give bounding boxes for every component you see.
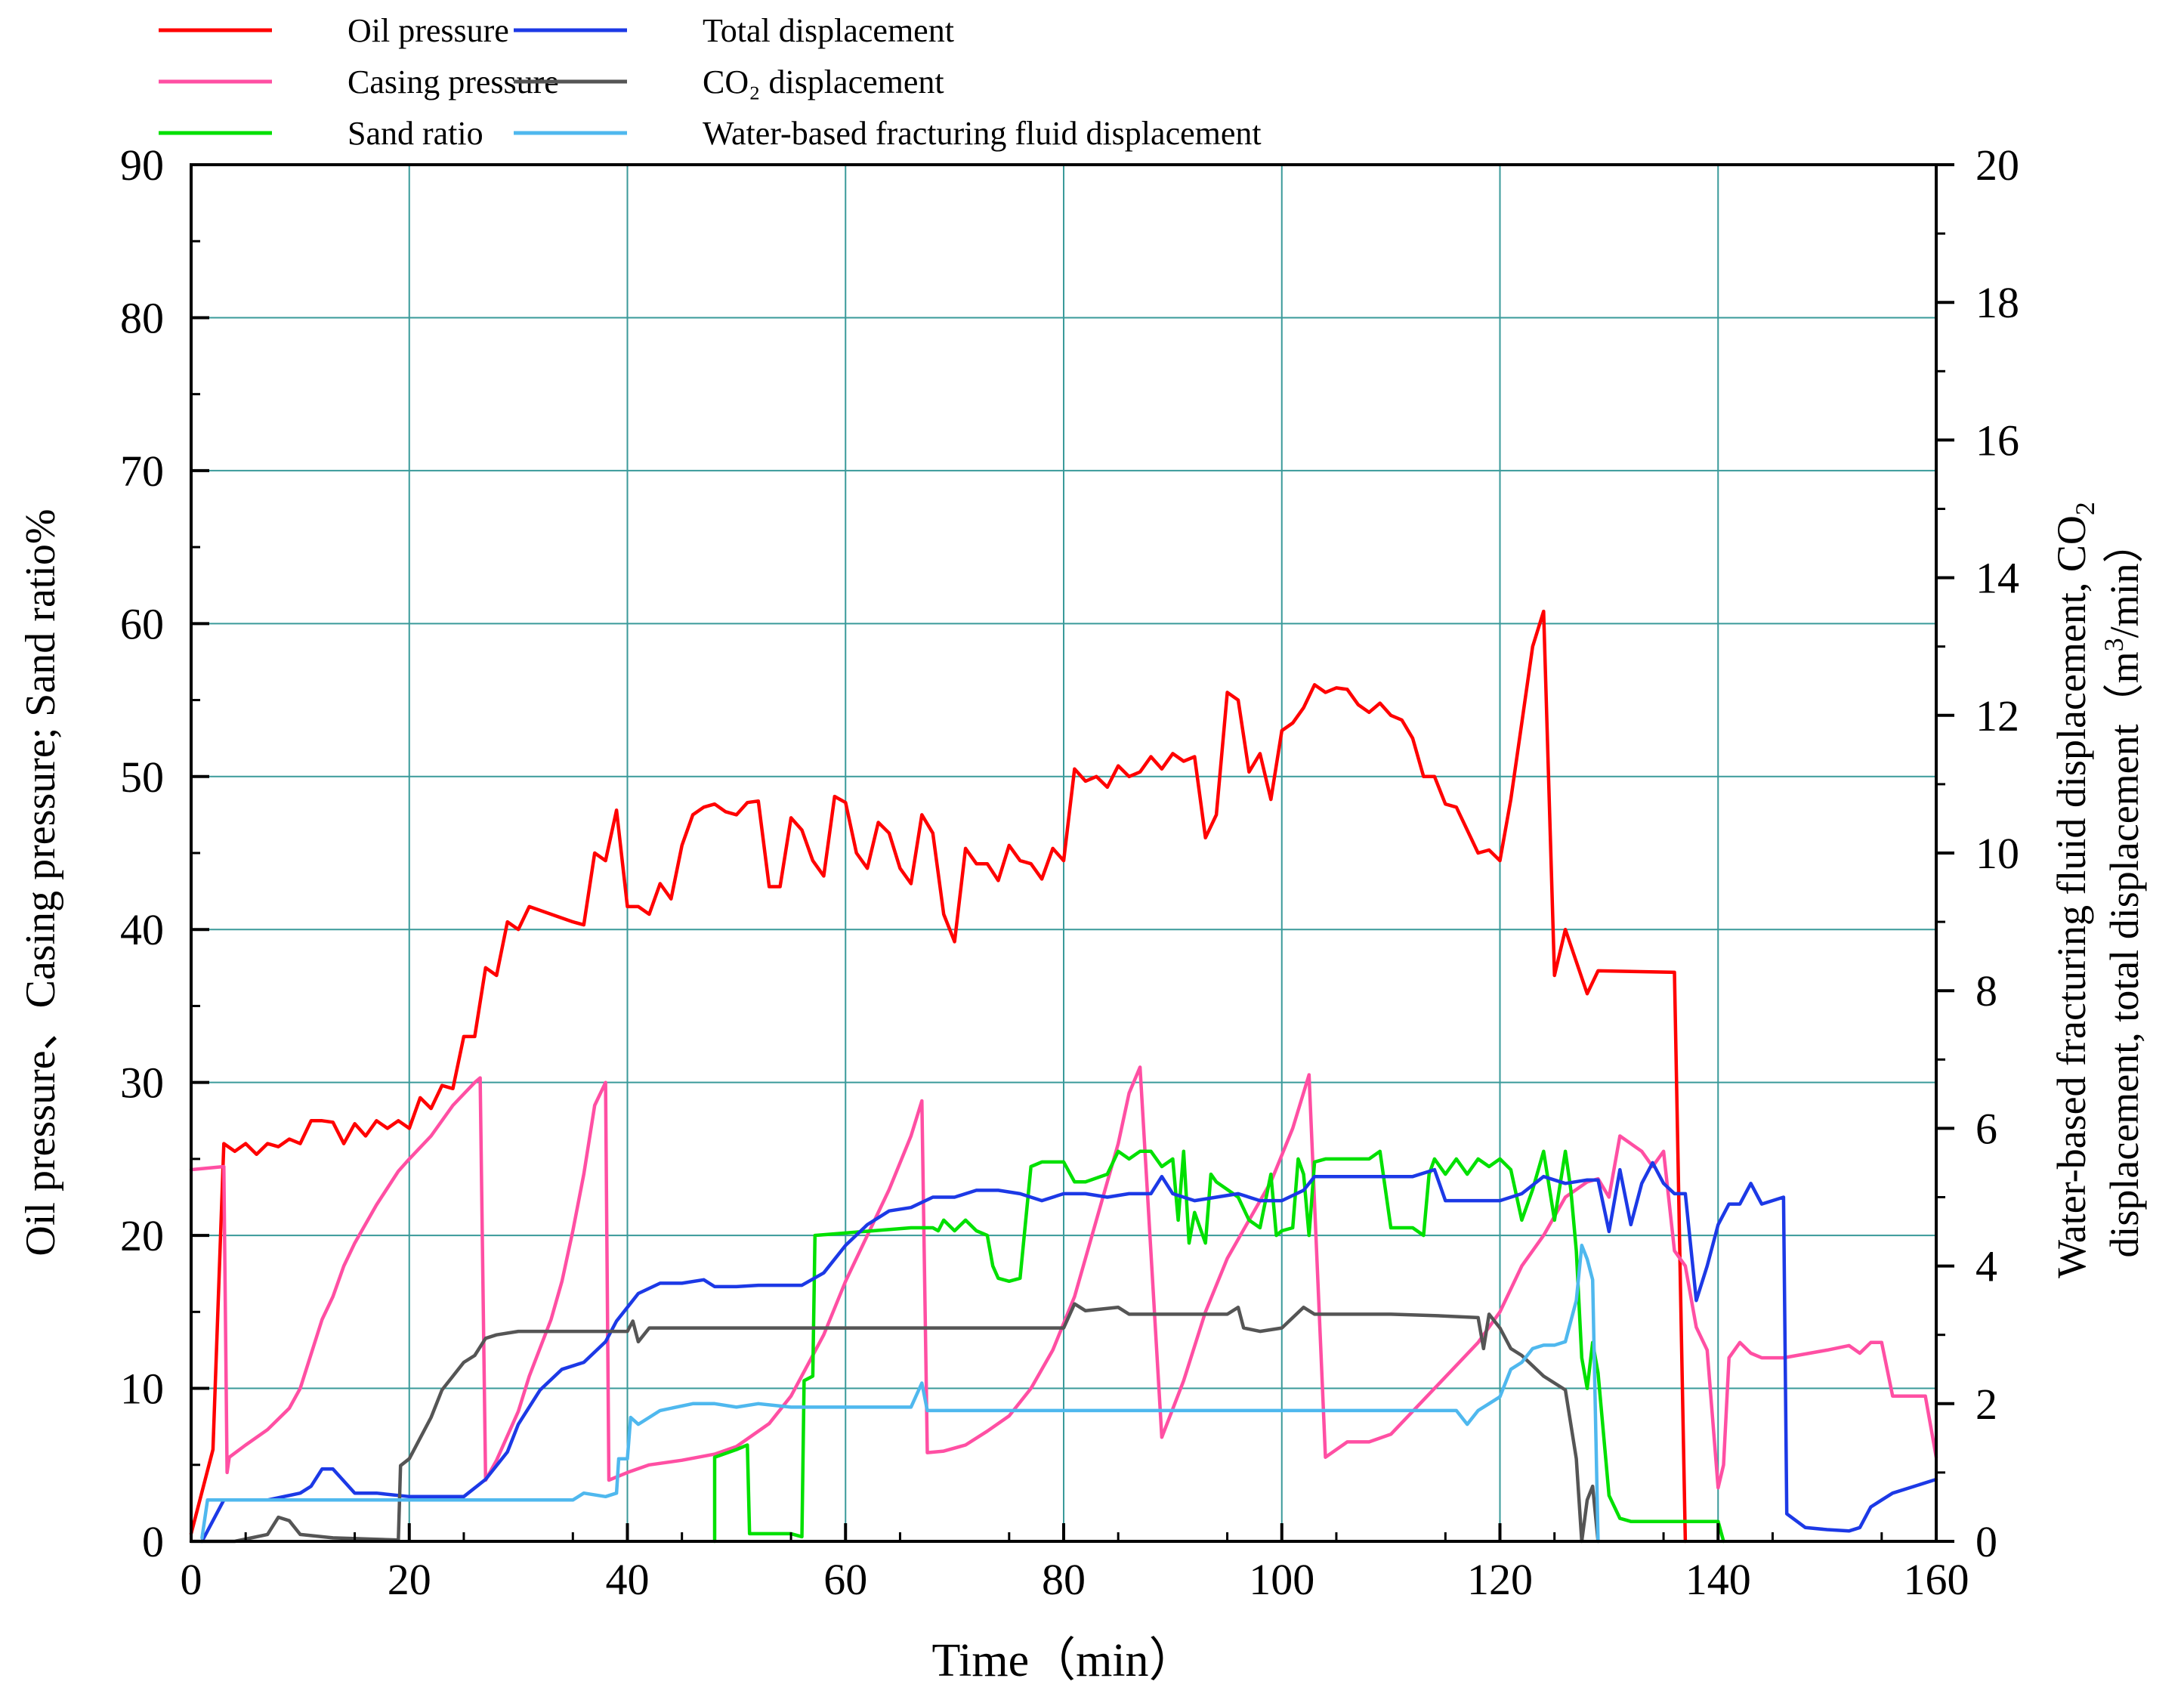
left-tick-label: 70 bbox=[120, 447, 164, 496]
right-tick-label: 6 bbox=[1975, 1104, 1997, 1153]
right-tick-label: 20 bbox=[1975, 141, 2019, 190]
legend-label: CO₂ displacement bbox=[703, 63, 944, 100]
legend-label: Water-based fracturing fluid displacemen… bbox=[703, 115, 1262, 152]
right-tick-label: 10 bbox=[1975, 829, 2019, 878]
left-tick-label: 40 bbox=[120, 905, 164, 954]
right-tick-label: 12 bbox=[1975, 691, 2019, 740]
x-tick-label: 60 bbox=[823, 1555, 867, 1604]
right-tick-label: 8 bbox=[1975, 966, 1997, 1015]
axis-ticks bbox=[190, 163, 1954, 1543]
right-tick-label: 2 bbox=[1975, 1380, 1997, 1429]
left-tick-label: 30 bbox=[120, 1059, 164, 1108]
x-tick-label: 80 bbox=[1042, 1555, 1086, 1604]
legend-label: Sand ratio bbox=[348, 115, 483, 152]
tick-labels: 0 20 40 60 80 100 120 140 1600102030405060708090… bbox=[120, 141, 2019, 1604]
left-tick-label: 10 bbox=[120, 1365, 164, 1414]
left-tick-label: 0 bbox=[142, 1517, 164, 1566]
right-tick-label: 14 bbox=[1975, 554, 2019, 603]
series-line-2 bbox=[189, 1065, 1938, 1490]
right-axis-label-line1: Water-based fracturing fluid displacemen… bbox=[2049, 502, 2100, 1278]
data-series bbox=[189, 609, 1938, 1544]
right-tick-label: 4 bbox=[1975, 1242, 1997, 1291]
x-axis-label: Time（min） bbox=[931, 1635, 1195, 1686]
right-tick-label: 0 bbox=[1975, 1517, 1997, 1566]
x-tick-label: 40 bbox=[606, 1555, 650, 1604]
x-tick-label: 20 bbox=[388, 1555, 431, 1604]
x-tick-label: 160 bbox=[1904, 1555, 1969, 1604]
series-line-4 bbox=[200, 1161, 1938, 1544]
series-line-5 bbox=[189, 1302, 1600, 1544]
x-tick-label: 120 bbox=[1467, 1555, 1533, 1604]
series-line-1 bbox=[189, 609, 1688, 1544]
left-tick-label: 90 bbox=[120, 141, 164, 190]
series-line-3 bbox=[712, 1149, 1725, 1544]
left-tick-label: 20 bbox=[120, 1211, 164, 1260]
left-tick-label: 60 bbox=[120, 599, 164, 648]
right-tick-label: 18 bbox=[1975, 278, 2019, 327]
legend-label: Total displacement bbox=[703, 12, 954, 49]
legend-label: Oil pressure bbox=[348, 12, 509, 49]
x-tick-label: 140 bbox=[1685, 1555, 1751, 1604]
x-tick-label: 0 bbox=[181, 1555, 202, 1604]
series-line-6 bbox=[200, 1244, 1600, 1544]
left-tick-label: 50 bbox=[120, 753, 164, 802]
left-axis-label: Oil pressure、Casing pressure; Sand ratio… bbox=[17, 508, 64, 1256]
right-axis-label-line2: displacement, total displacement（m3/min） bbox=[2099, 522, 2147, 1257]
right-tick-label: 16 bbox=[1975, 416, 2019, 465]
x-tick-label: 100 bbox=[1249, 1555, 1314, 1604]
left-tick-label: 80 bbox=[120, 293, 164, 342]
